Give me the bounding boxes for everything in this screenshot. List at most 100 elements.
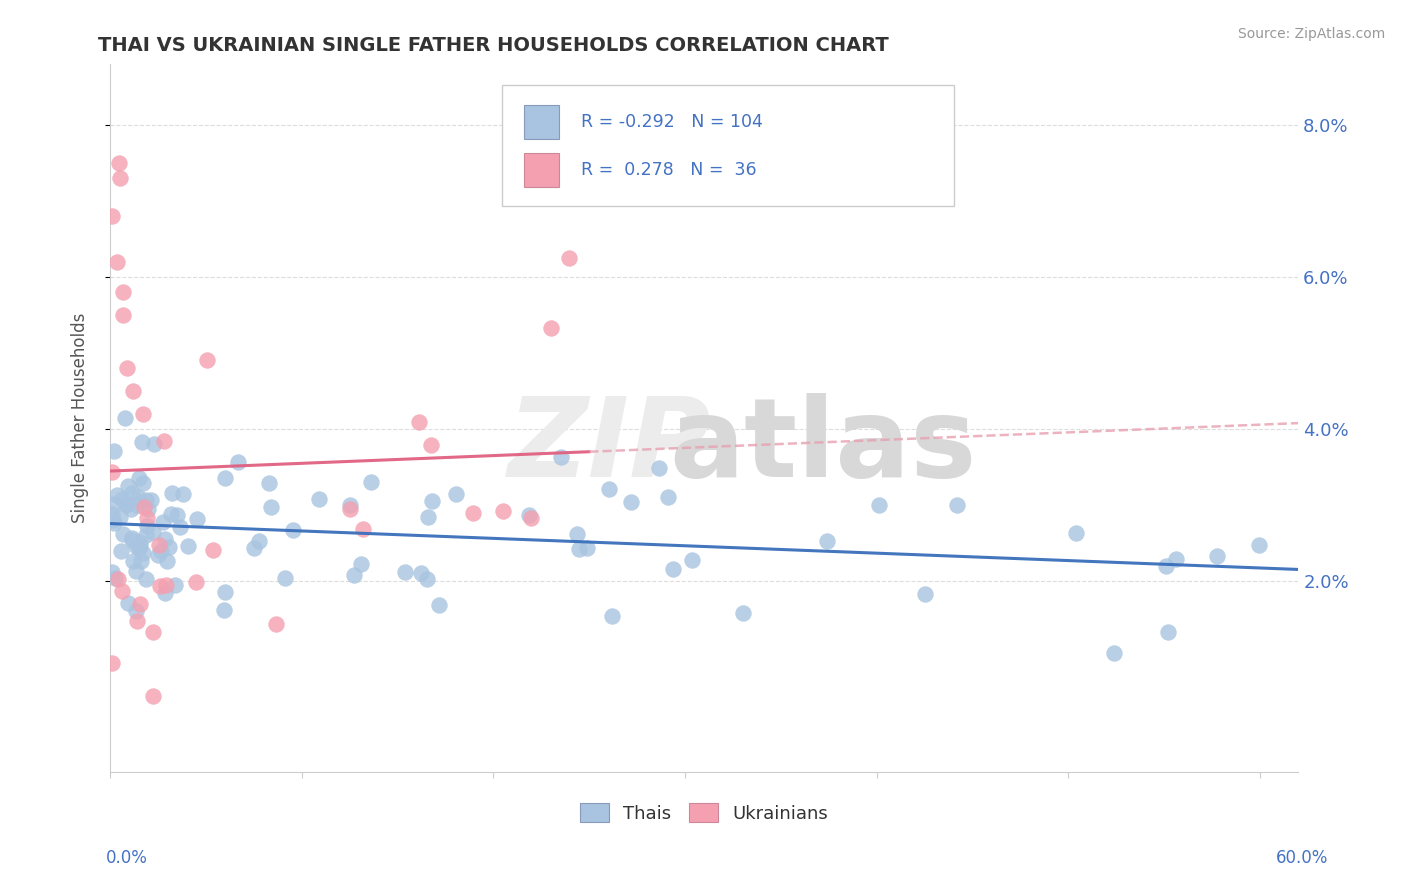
Point	[125, 498, 148, 512]
Point	[122, 554, 145, 568]
Point	[110, 543, 132, 558]
FancyBboxPatch shape	[502, 86, 953, 205]
Point	[868, 498, 890, 512]
Point	[815, 534, 838, 549]
Point	[152, 515, 174, 529]
Point	[308, 491, 330, 506]
Point	[135, 492, 157, 507]
Point	[142, 524, 165, 539]
Point	[125, 614, 148, 628]
Point	[121, 485, 143, 500]
Point	[177, 539, 200, 553]
Point	[153, 586, 176, 600]
Point	[598, 483, 620, 497]
Point	[142, 689, 165, 703]
Point	[339, 502, 361, 516]
Point	[129, 554, 152, 568]
Point	[415, 572, 437, 586]
Point	[128, 597, 150, 611]
Point	[111, 285, 134, 300]
Point	[135, 528, 157, 542]
Point	[107, 572, 129, 586]
Point	[540, 320, 562, 334]
Point	[163, 578, 186, 592]
Point	[105, 255, 128, 269]
Point	[427, 598, 450, 612]
Point	[461, 506, 484, 520]
Point	[492, 503, 515, 517]
Point	[186, 512, 208, 526]
Point	[228, 454, 250, 468]
Point	[945, 498, 967, 512]
Point	[111, 583, 134, 598]
Point	[132, 475, 155, 490]
Point	[153, 434, 176, 448]
Point	[122, 384, 145, 399]
Point	[101, 565, 124, 579]
Point	[132, 500, 155, 515]
Point	[214, 471, 236, 485]
Text: R = -0.292   N = 104: R = -0.292 N = 104	[581, 113, 762, 131]
Point	[148, 549, 170, 563]
Point	[128, 541, 150, 555]
Point	[115, 496, 138, 510]
Point	[107, 156, 129, 170]
Text: ZIP: ZIP	[508, 392, 711, 500]
Point	[153, 532, 176, 546]
Point	[117, 479, 139, 493]
Text: THAI VS UKRAINIAN SINGLE FATHER HOUSEHOLDS CORRELATION CHART: THAI VS UKRAINIAN SINGLE FATHER HOUSEHOL…	[98, 36, 889, 54]
Point	[214, 585, 236, 599]
Point	[103, 516, 125, 531]
Point	[155, 578, 177, 592]
Point	[1102, 646, 1125, 660]
Point	[104, 571, 127, 585]
Point	[129, 534, 152, 549]
Point	[114, 498, 136, 512]
Point	[121, 533, 143, 547]
Point	[105, 488, 128, 502]
Point	[111, 527, 134, 541]
Point	[914, 587, 936, 601]
Point	[558, 251, 581, 265]
Point	[101, 507, 124, 521]
Point	[444, 486, 467, 500]
Point	[150, 544, 173, 558]
Text: 0.0%: 0.0%	[105, 849, 148, 867]
Point	[103, 497, 125, 511]
Text: atlas: atlas	[669, 392, 977, 500]
Point	[568, 541, 591, 556]
Point	[125, 539, 148, 553]
Point	[139, 493, 162, 508]
Point	[149, 579, 172, 593]
Point	[148, 537, 170, 551]
Point	[247, 533, 270, 548]
Point	[420, 494, 443, 508]
FancyBboxPatch shape	[523, 105, 560, 139]
Point	[132, 407, 155, 421]
Point	[166, 508, 188, 523]
Point	[114, 411, 136, 425]
Point	[101, 513, 124, 527]
Y-axis label: Single Father Households: Single Father Households	[72, 313, 89, 523]
Point	[103, 444, 125, 458]
Point	[567, 527, 589, 541]
Point	[157, 540, 180, 554]
Point	[132, 546, 155, 560]
Point	[1157, 624, 1180, 639]
Point	[131, 435, 153, 450]
Point	[731, 607, 754, 621]
Point	[1247, 538, 1270, 552]
Point	[260, 500, 283, 514]
Point	[156, 554, 179, 568]
Text: 60.0%: 60.0%	[1277, 849, 1329, 867]
Point	[117, 361, 139, 376]
Point	[1206, 549, 1229, 563]
Point	[136, 518, 159, 533]
Point	[160, 507, 183, 521]
Point	[360, 475, 382, 490]
Point	[420, 438, 443, 452]
Point	[343, 567, 366, 582]
Legend: Thais, Ukrainians: Thais, Ukrainians	[572, 797, 835, 830]
Point	[602, 608, 624, 623]
Point	[127, 490, 149, 504]
